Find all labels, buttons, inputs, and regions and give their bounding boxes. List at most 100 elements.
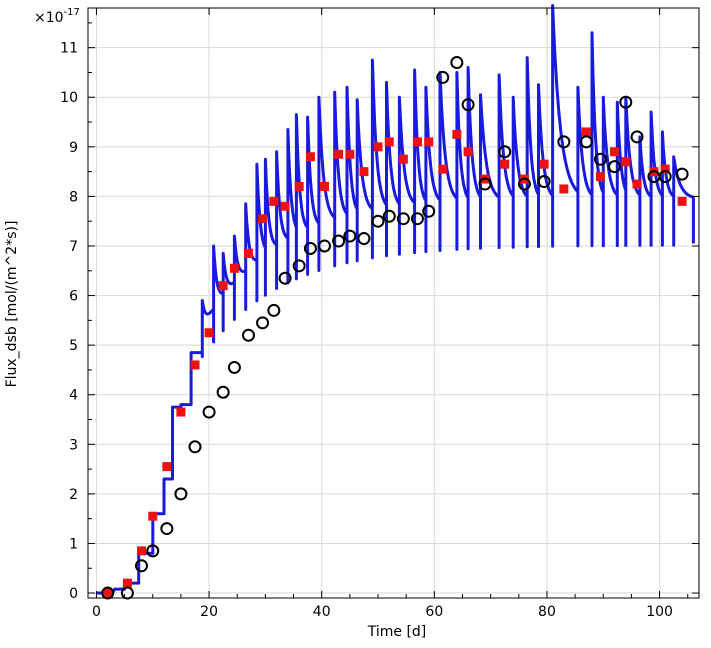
square-marker bbox=[162, 462, 172, 472]
circle-marker bbox=[160, 522, 174, 536]
square-marker bbox=[632, 179, 642, 189]
y-tick-label: 6 bbox=[69, 289, 78, 305]
circle-marker bbox=[436, 70, 450, 84]
square-marker bbox=[412, 137, 422, 147]
y-tick-label: 10 bbox=[60, 90, 78, 106]
square-marker bbox=[320, 181, 330, 191]
square-marker bbox=[398, 154, 408, 164]
grid bbox=[88, 8, 699, 598]
circle-marker bbox=[478, 177, 492, 191]
y-axis-title: Flux_dsb [mol/(m^2*s)] bbox=[4, 221, 20, 388]
y-axis-multiplier: ×10-17 bbox=[34, 7, 80, 26]
y-tick-label: 11 bbox=[60, 41, 78, 57]
circle-marker bbox=[517, 177, 531, 191]
circle-marker bbox=[371, 214, 385, 228]
square-marker bbox=[359, 167, 369, 177]
square-marker bbox=[103, 588, 113, 598]
x-tick-label: 20 bbox=[200, 604, 218, 620]
circle-marker bbox=[216, 385, 230, 399]
circle-marker bbox=[134, 559, 148, 573]
square-marker bbox=[136, 546, 146, 556]
circle-marker bbox=[120, 586, 134, 600]
square-marker bbox=[452, 129, 462, 139]
square-marker bbox=[122, 578, 132, 588]
ticks bbox=[88, 8, 699, 598]
square-marker bbox=[190, 360, 200, 370]
square-marker bbox=[559, 184, 569, 194]
square-marker bbox=[148, 511, 158, 521]
circle-marker bbox=[396, 212, 410, 226]
x-tick-label: 60 bbox=[425, 604, 443, 620]
series-line bbox=[96, 4, 695, 595]
circle-marker bbox=[256, 316, 270, 330]
circle-marker bbox=[658, 170, 672, 184]
circle-marker bbox=[227, 360, 241, 374]
square-marker bbox=[539, 159, 549, 169]
square-marker bbox=[677, 196, 687, 206]
circle-marker bbox=[318, 239, 332, 253]
square-marker bbox=[204, 328, 214, 338]
circle-marker bbox=[202, 405, 216, 419]
circle-marker bbox=[422, 204, 436, 218]
series-squares bbox=[103, 127, 687, 598]
circle-marker bbox=[146, 544, 160, 558]
tick-labels: 0 20 40 60 80 100 0 1 2 3 4 5 6 7 8 9 10 11 bbox=[60, 41, 673, 620]
square-marker bbox=[229, 263, 239, 273]
square-marker bbox=[384, 137, 394, 147]
series-line-path bbox=[96, 4, 695, 595]
circle-marker bbox=[450, 56, 464, 70]
y-tick-label: 5 bbox=[69, 338, 78, 354]
square-marker bbox=[438, 164, 448, 174]
square-marker bbox=[258, 214, 268, 224]
circle-marker bbox=[303, 241, 317, 255]
y-multiplier-exponent: -17 bbox=[64, 7, 80, 18]
square-marker bbox=[218, 281, 228, 291]
square-marker bbox=[243, 248, 253, 258]
x-tick-label: 40 bbox=[313, 604, 331, 620]
square-marker bbox=[595, 172, 605, 182]
circle-marker bbox=[630, 130, 644, 144]
circle-marker bbox=[557, 135, 571, 149]
square-marker bbox=[610, 147, 620, 157]
circle-marker bbox=[619, 95, 633, 109]
square-marker bbox=[280, 201, 290, 211]
square-marker bbox=[621, 157, 631, 167]
square-marker bbox=[581, 127, 591, 137]
circle-marker bbox=[267, 303, 281, 317]
x-tick-label: 80 bbox=[538, 604, 556, 620]
circle-marker bbox=[382, 209, 396, 223]
y-tick-label: 0 bbox=[69, 586, 78, 602]
y-tick-label: 4 bbox=[69, 388, 78, 404]
y-tick-label: 3 bbox=[69, 437, 78, 453]
y-tick-label: 2 bbox=[69, 487, 78, 503]
circle-marker bbox=[278, 271, 292, 285]
y-tick-label: 9 bbox=[69, 140, 78, 156]
square-marker bbox=[294, 181, 304, 191]
square-marker bbox=[660, 164, 670, 174]
circle-marker bbox=[461, 98, 475, 112]
circle-marker bbox=[332, 234, 346, 248]
square-marker bbox=[176, 407, 186, 417]
square-marker bbox=[500, 159, 510, 169]
circle-marker bbox=[357, 232, 371, 246]
circle-marker bbox=[593, 152, 607, 166]
y-multiplier-base: ×10 bbox=[34, 10, 64, 26]
circle-marker bbox=[410, 212, 424, 226]
square-marker bbox=[305, 152, 315, 162]
square-marker bbox=[334, 149, 344, 159]
circle-marker bbox=[675, 167, 689, 181]
circle-marker bbox=[579, 135, 593, 149]
circle-marker bbox=[343, 229, 357, 243]
square-marker bbox=[373, 142, 383, 152]
square-marker bbox=[345, 149, 355, 159]
circle-marker bbox=[292, 259, 306, 273]
y-tick-label: 7 bbox=[69, 239, 78, 255]
circle-marker bbox=[174, 487, 188, 501]
series-circles bbox=[101, 56, 689, 600]
circle-marker bbox=[101, 586, 115, 600]
circle-marker bbox=[188, 440, 202, 454]
y-tick-label: 8 bbox=[69, 189, 78, 205]
y-tick-label: 1 bbox=[69, 536, 78, 552]
circle-marker bbox=[241, 328, 255, 342]
square-marker bbox=[269, 196, 279, 206]
